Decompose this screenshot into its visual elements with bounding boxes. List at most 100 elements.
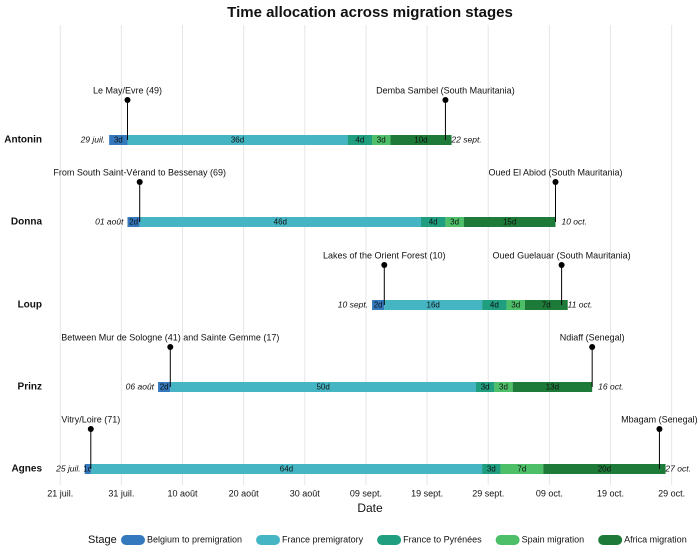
marker-label: Lakes of the Orient Forest (10)	[323, 250, 446, 260]
segment-label: 46d	[274, 218, 287, 227]
x-tick-label: 20 août	[229, 488, 260, 498]
stage-segment	[109, 135, 128, 145]
x-axis-label: Date	[357, 501, 383, 515]
row-label: Donna	[11, 217, 43, 228]
stage-segment	[170, 382, 477, 392]
stage-segment	[494, 382, 513, 392]
stage-segment	[512, 382, 593, 392]
segment-label: 2d	[374, 301, 383, 310]
marker-label: Demba Sambel (South Mauritania)	[376, 85, 515, 95]
stage-segment	[476, 382, 495, 392]
segment-label: 3d	[487, 465, 496, 474]
segment-label: 16d	[427, 301, 440, 310]
marker-label: Oued Guelauar (South Mauritania)	[493, 250, 631, 260]
legend-key	[598, 535, 623, 545]
stage-segment	[90, 464, 483, 474]
marker-dot	[167, 344, 174, 350]
start-label: 10 sept.	[338, 299, 368, 309]
stage-segment	[482, 300, 507, 310]
stage-segment	[158, 382, 171, 392]
marker-label: Between Mur de Sologne (41) and Sainte G…	[61, 332, 279, 342]
marker-label: Oued El Abiod (South Mauritania)	[488, 167, 622, 177]
segment-label: 4d	[490, 301, 499, 310]
marker-dot	[136, 179, 143, 185]
segment-label: 2d	[160, 383, 169, 392]
stage-segment	[127, 217, 140, 227]
start-label: 06 août	[126, 381, 155, 391]
stage-segment	[500, 464, 544, 474]
end-label: 22 sept.	[450, 134, 481, 144]
segment-label: 64d	[280, 465, 293, 474]
stage-segment	[463, 217, 556, 227]
marker-dot	[381, 262, 388, 268]
segment-label: 7d	[517, 465, 526, 474]
segment-label: 10d	[414, 136, 427, 145]
segment-label: 7d	[542, 301, 551, 310]
x-tick-label: 19 sept.	[411, 488, 443, 498]
stage-segment	[372, 300, 385, 310]
legend-key	[121, 535, 145, 545]
segment-label: 2d	[129, 218, 138, 227]
start-label: 25 juil.	[55, 463, 81, 473]
segment-label: 1d	[83, 465, 92, 474]
end-label: 16 oct.	[598, 381, 624, 391]
marker-label: Ndiaff (Senegal)	[560, 332, 625, 342]
x-tick-label: 09 oct.	[536, 488, 563, 498]
segment-label: 36d	[231, 136, 244, 145]
end-label: 11 oct.	[568, 299, 593, 309]
x-tick-label: 09 sept.	[350, 488, 382, 498]
stage-segment	[506, 300, 525, 310]
legend-key	[377, 535, 402, 545]
segment-label: 3d	[481, 383, 490, 392]
segment-label: 3d	[377, 136, 386, 145]
row-label: Agnes	[11, 464, 42, 475]
legend-label: Africa migration	[624, 534, 687, 544]
x-tick-label: 21 juil.	[47, 488, 73, 498]
stage-segment	[445, 217, 464, 227]
legend-title: Stage	[88, 534, 117, 546]
legend-label: Belgium to premigration	[147, 534, 242, 544]
x-tick-label: 29 sept.	[472, 488, 504, 498]
row-label: Antonin	[4, 135, 42, 146]
marker-label: Vitry/Loire (71)	[61, 414, 120, 424]
stage-segment	[84, 464, 91, 474]
segment-label: 50d	[316, 383, 329, 392]
row-label: Prinz	[18, 382, 42, 393]
marker-label: From South Saint-Vérand to Bessenay (69)	[53, 167, 226, 177]
segment-label: 3d	[499, 383, 508, 392]
segment-label: 3d	[114, 136, 123, 145]
legend-key	[495, 535, 520, 545]
segment-label: 4d	[429, 218, 438, 227]
segment-label: 15d	[503, 218, 516, 227]
legend-label: France premigratory	[282, 534, 364, 544]
marker-label: Le May/Evre (49)	[93, 85, 162, 95]
marker-dot	[558, 262, 565, 268]
start-label: 29 juil.	[80, 134, 106, 144]
stage-segment	[127, 135, 348, 145]
legend-label: Spain migration	[522, 534, 585, 544]
chart-title: Time allocation across migration stages	[227, 4, 513, 21]
marker-dot	[442, 97, 449, 103]
x-tick-label: 10 août	[167, 488, 198, 498]
stage-segment	[482, 464, 501, 474]
marker-dot	[552, 179, 559, 185]
stage-segment	[139, 217, 421, 227]
stage-segment	[347, 135, 373, 145]
x-tick-label: 31 juil.	[108, 488, 134, 498]
row-label: Loup	[18, 300, 42, 311]
segment-label: 3d	[511, 301, 520, 310]
marker-dot	[87, 426, 94, 432]
legend-label: France to Pyrénées	[403, 534, 482, 544]
stage-segment	[372, 135, 391, 145]
stage-segment	[543, 464, 666, 474]
marker-label: Mbagam (Senegal)	[621, 414, 698, 424]
x-tick-label: 29 oct.	[658, 488, 685, 498]
segment-label: 20d	[598, 465, 611, 474]
stage-segment	[384, 300, 483, 310]
marker-dot	[656, 426, 663, 432]
legend-key	[256, 535, 281, 545]
end-label: 10 oct.	[561, 216, 587, 226]
stage-segment	[524, 300, 568, 310]
start-label: 01 août	[95, 216, 124, 226]
